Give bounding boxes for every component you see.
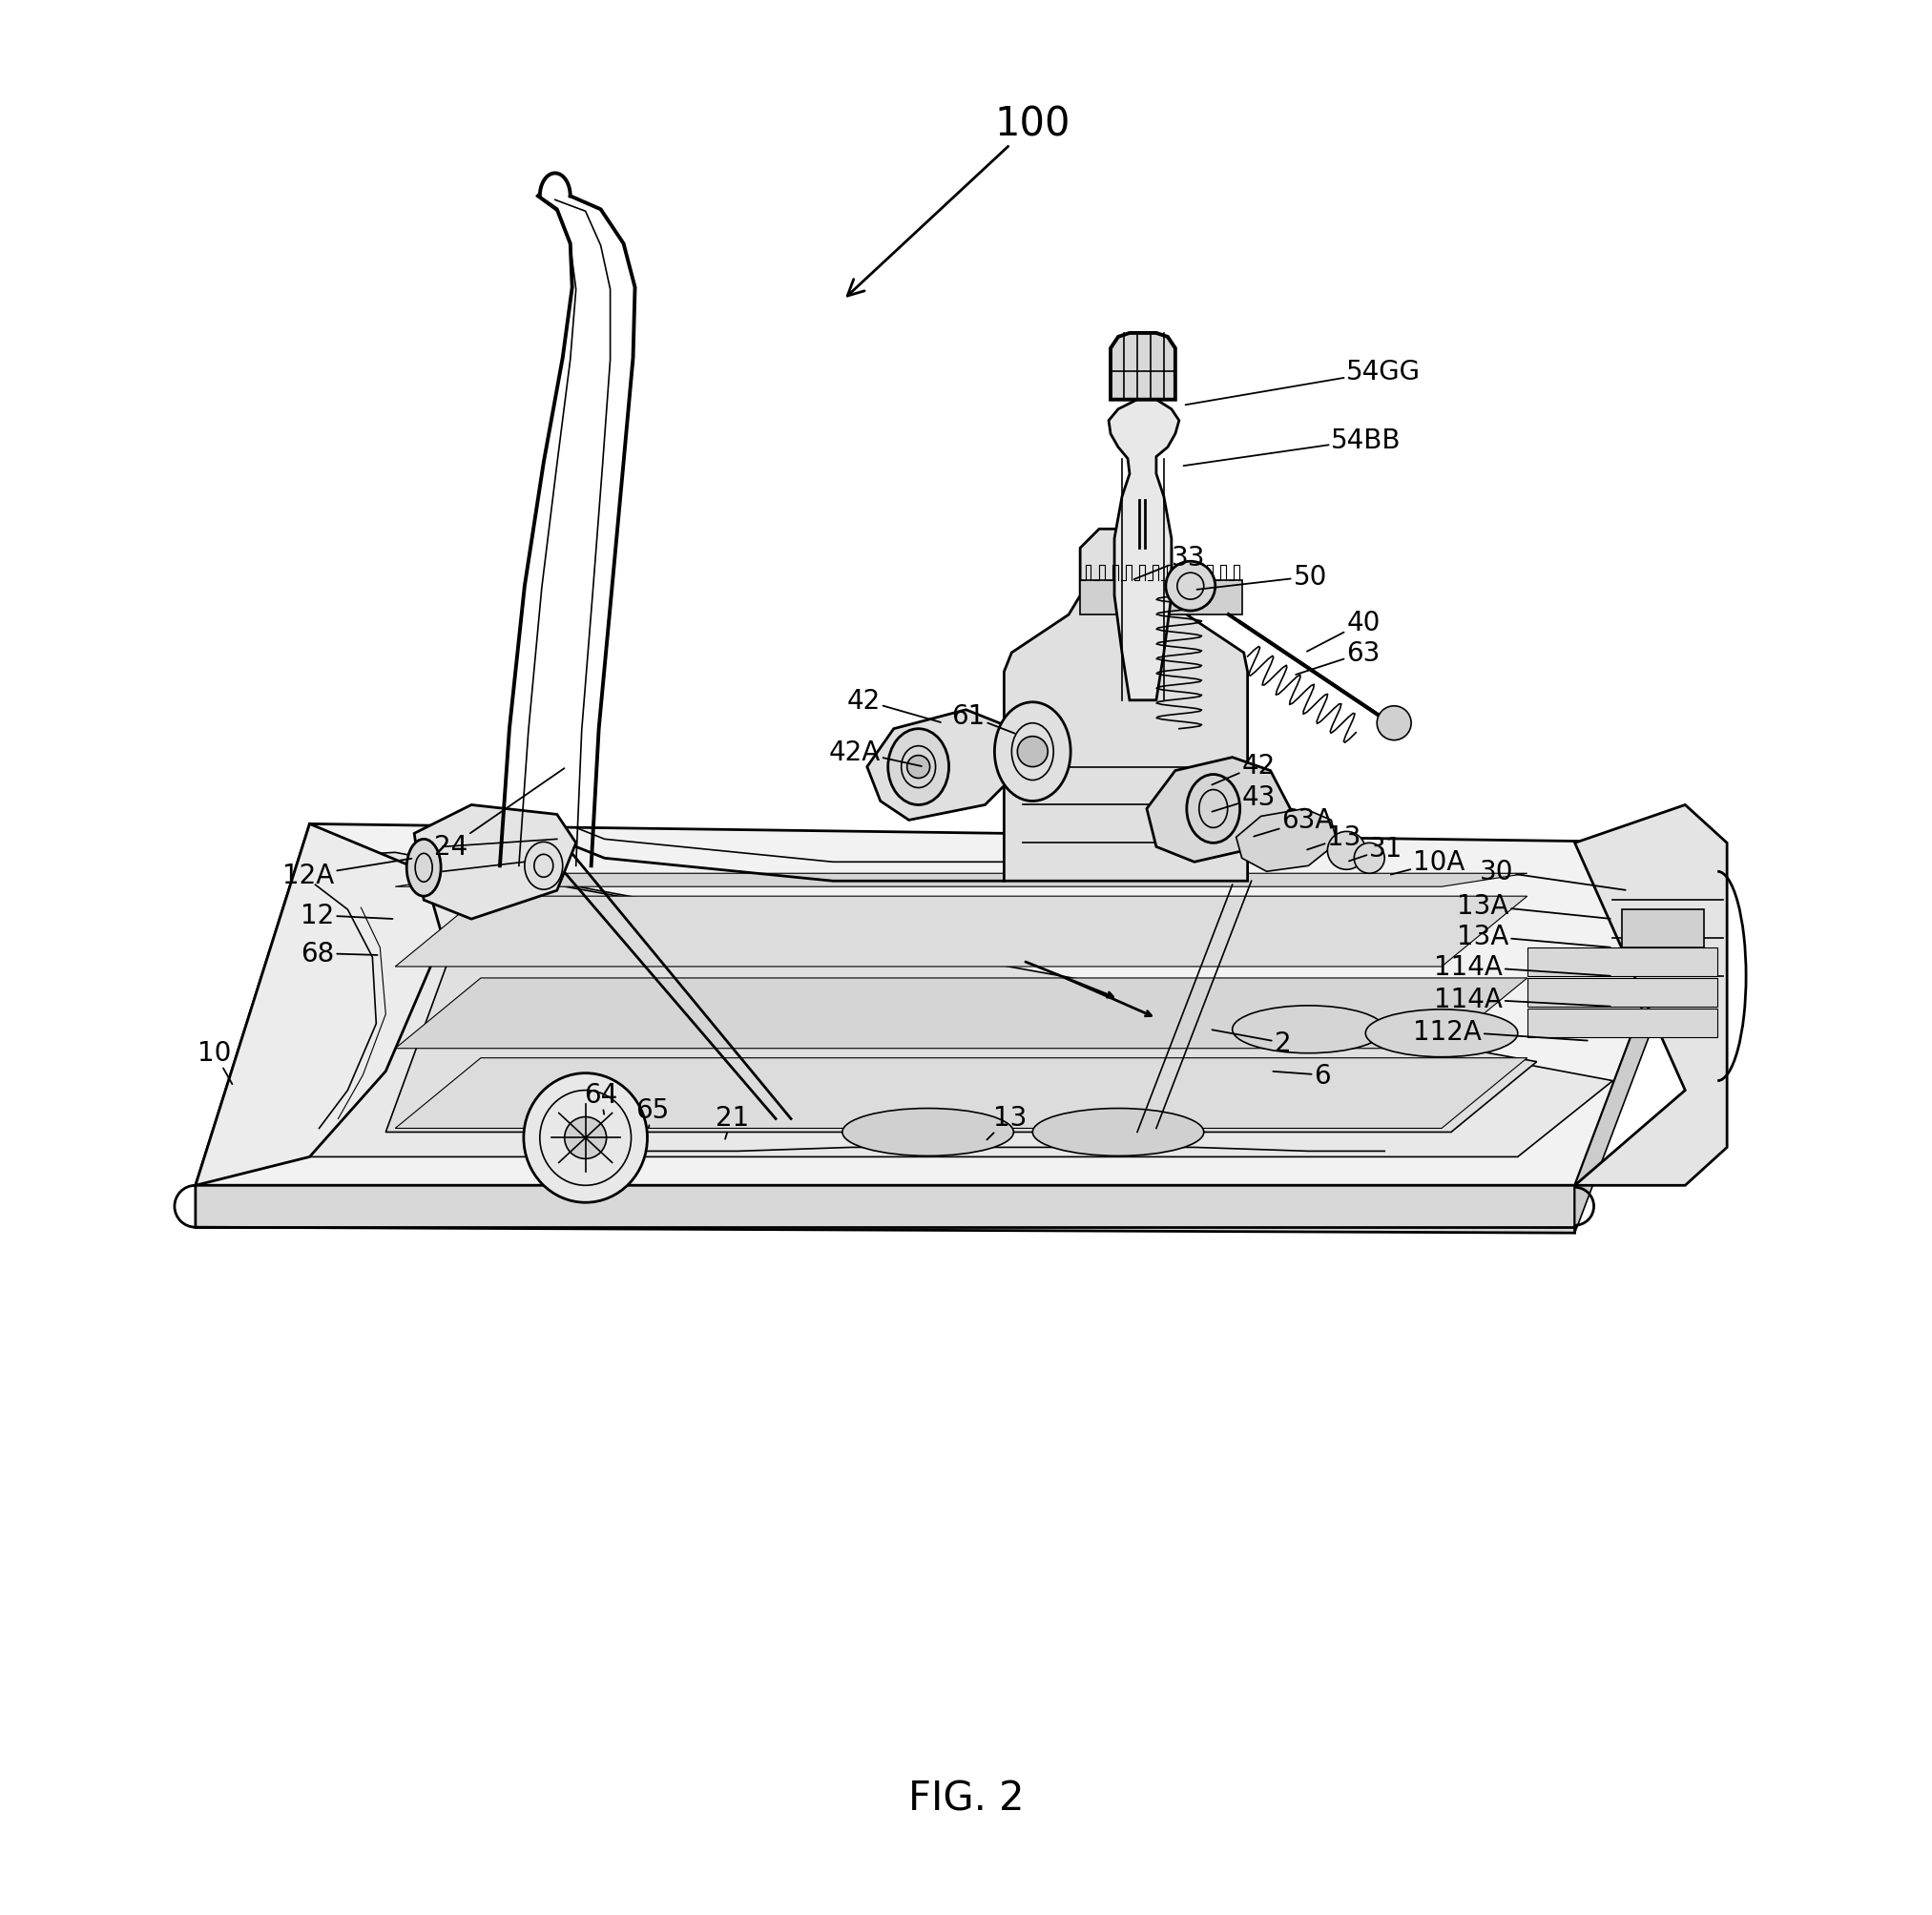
Polygon shape: [1575, 843, 1704, 1233]
Polygon shape: [396, 896, 1528, 967]
Polygon shape: [396, 1059, 1528, 1128]
Text: 42: 42: [1211, 753, 1275, 785]
Ellipse shape: [1378, 707, 1410, 741]
Ellipse shape: [1032, 1109, 1204, 1157]
Ellipse shape: [842, 1109, 1014, 1157]
Text: 63A: 63A: [1254, 808, 1333, 837]
Polygon shape: [1005, 530, 1248, 881]
Polygon shape: [386, 871, 1536, 1132]
Circle shape: [1354, 843, 1385, 873]
Text: 54GG: 54GG: [1186, 358, 1420, 406]
Text: 13: 13: [987, 1103, 1026, 1139]
Circle shape: [1018, 737, 1047, 768]
Text: 40: 40: [1308, 609, 1379, 651]
Ellipse shape: [995, 703, 1070, 802]
Ellipse shape: [564, 1116, 607, 1159]
Polygon shape: [867, 710, 1020, 820]
Polygon shape: [1111, 333, 1175, 400]
Text: FIG. 2: FIG. 2: [908, 1777, 1024, 1817]
Text: 13A: 13A: [1457, 892, 1609, 919]
Polygon shape: [1236, 810, 1337, 871]
Polygon shape: [1528, 948, 1718, 977]
Text: 54BB: 54BB: [1184, 427, 1401, 467]
Ellipse shape: [1186, 776, 1240, 843]
Text: 13: 13: [1308, 823, 1362, 850]
Polygon shape: [1109, 400, 1179, 701]
Text: 33: 33: [1134, 544, 1206, 580]
Ellipse shape: [889, 730, 949, 806]
Polygon shape: [1623, 910, 1704, 948]
Text: 61: 61: [951, 703, 1014, 733]
Text: 6: 6: [1273, 1063, 1331, 1090]
Polygon shape: [309, 852, 1613, 1157]
Text: 64: 64: [583, 1082, 618, 1115]
Text: 10: 10: [197, 1040, 232, 1084]
Text: 50: 50: [1198, 563, 1327, 590]
Text: 100: 100: [848, 105, 1070, 297]
Polygon shape: [195, 823, 1704, 1185]
Text: 24: 24: [435, 768, 564, 860]
Ellipse shape: [526, 843, 562, 890]
Text: 42A: 42A: [829, 739, 922, 766]
Text: 65: 65: [636, 1095, 668, 1128]
Polygon shape: [396, 979, 1528, 1049]
Text: 114A: 114A: [1434, 986, 1609, 1013]
Ellipse shape: [1233, 1005, 1385, 1053]
Polygon shape: [1528, 1009, 1718, 1038]
Text: 12A: 12A: [282, 860, 412, 889]
Text: 68: 68: [301, 940, 377, 967]
Polygon shape: [1575, 806, 1727, 1185]
Polygon shape: [1148, 758, 1293, 862]
Text: 10A: 10A: [1391, 848, 1464, 875]
Polygon shape: [1080, 580, 1242, 615]
Text: 21: 21: [715, 1103, 750, 1139]
Text: 31: 31: [1349, 835, 1403, 862]
Polygon shape: [195, 823, 442, 1185]
Text: 12: 12: [301, 902, 392, 929]
Text: 114A: 114A: [1434, 954, 1609, 980]
Polygon shape: [1528, 979, 1718, 1007]
Text: 63: 63: [1296, 640, 1379, 676]
Ellipse shape: [406, 839, 440, 896]
Circle shape: [906, 756, 929, 779]
Text: 2: 2: [1211, 1030, 1291, 1057]
Circle shape: [1327, 831, 1366, 869]
Text: 13A: 13A: [1457, 923, 1609, 950]
Ellipse shape: [524, 1074, 647, 1203]
Polygon shape: [396, 873, 1528, 887]
Circle shape: [1165, 561, 1215, 611]
Text: 112A: 112A: [1412, 1019, 1588, 1046]
Text: 42: 42: [846, 687, 941, 722]
Text: 43: 43: [1211, 785, 1275, 812]
Ellipse shape: [1366, 1009, 1519, 1057]
Text: 30: 30: [1480, 858, 1625, 890]
Polygon shape: [195, 1185, 1575, 1233]
Polygon shape: [413, 806, 576, 919]
